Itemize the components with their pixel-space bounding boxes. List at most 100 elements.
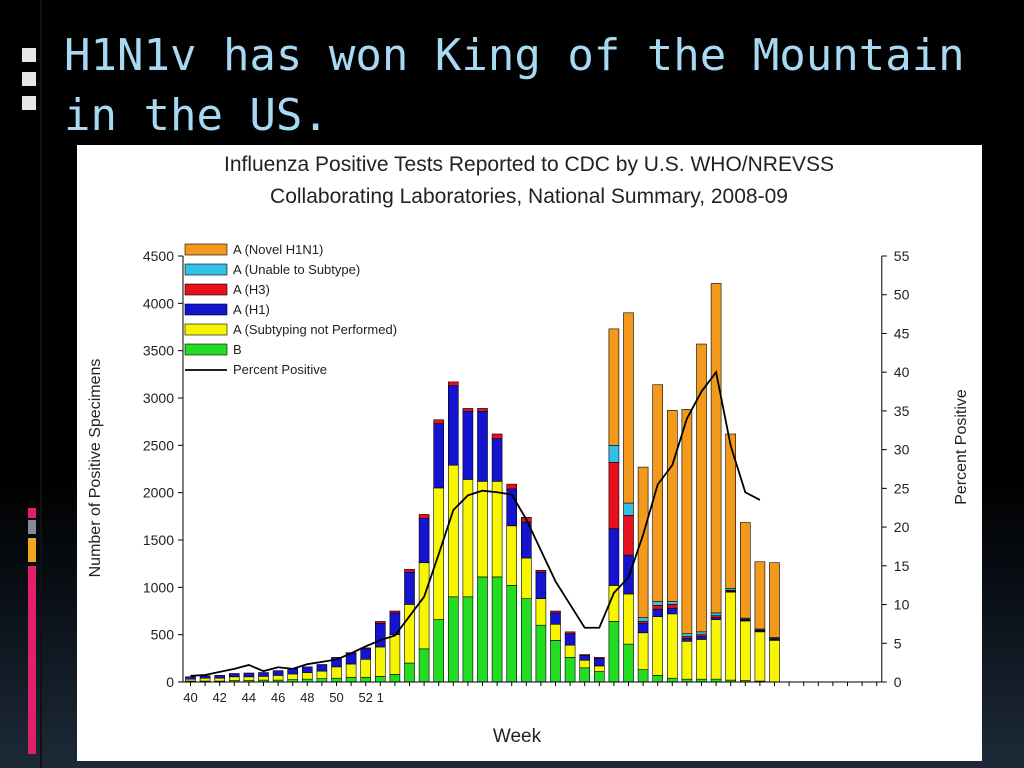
legend-swatch-novel_h1n1	[184, 243, 228, 256]
accent-bar-pink-long	[28, 566, 36, 754]
legend-swatch-b	[184, 343, 228, 356]
bar-h3-week-12	[535, 569, 547, 573]
bar-novel_h1n1-week-25	[725, 433, 737, 589]
bar-not_performed-week-23	[696, 639, 707, 680]
bar-unable-week-18	[623, 502, 634, 516]
bar-h1-week-16	[593, 658, 605, 667]
legend: A (Novel H1N1) A (Unable to Subtype) A (H3…	[184, 242, 397, 377]
bar-unable-week-23	[696, 631, 707, 635]
x-tick-label-46: 46	[271, 690, 285, 705]
bar-not_performed-week-51	[345, 663, 357, 678]
bar-h1-week-52	[360, 648, 372, 660]
bar-h3-week-18	[623, 515, 634, 556]
bar-not_performed-week-11	[520, 557, 532, 599]
legend-swatch-unable	[184, 263, 228, 276]
y2-tick-label-25: 25	[894, 480, 910, 496]
x-tick-label-40: 40	[183, 690, 197, 705]
bar-h1-week-9	[491, 438, 503, 482]
bar-h1-week-23	[696, 636, 707, 640]
bar-not_performed-week-1	[374, 646, 386, 677]
bar-not_performed-week-14	[564, 644, 576, 658]
bar-b-week-18	[623, 643, 634, 683]
y-tick-label-0: 0	[166, 674, 174, 690]
y-tick-label-2500: 2500	[143, 437, 174, 453]
y-tick-label-3000: 3000	[143, 390, 174, 406]
legend-swatch-h1	[184, 303, 228, 316]
bar-not_performed-week-41	[199, 677, 211, 682]
bar-not_performed-week-26	[739, 620, 751, 681]
bar-h1-week-19	[637, 623, 649, 634]
bar-b-week-4	[418, 648, 430, 683]
bar-b-week-6	[447, 596, 459, 683]
bar-not_performed-week-7	[462, 479, 474, 598]
x-axis-label: Week	[493, 726, 542, 747]
bar-h1-week-42	[214, 675, 225, 679]
bar-not_performed-week-15	[579, 659, 591, 669]
bar-h3-week-3	[404, 569, 415, 573]
y2-tick-label-5: 5	[894, 635, 902, 651]
y-tick-label-4000: 4000	[143, 295, 174, 311]
bar-not_performed-week-25	[725, 591, 737, 681]
bar-not_performed-week-10	[506, 525, 518, 586]
bar-not_performed-week-22	[681, 640, 693, 680]
bar-novel_h1n1-week-19	[637, 466, 649, 618]
bar-h1-week-49	[316, 664, 328, 672]
x-tick-label-48: 48	[300, 690, 314, 705]
bar-b-week-19	[637, 669, 649, 683]
accent-bar-pink-top	[28, 508, 36, 518]
legend-label-not_performed: A (Subtyping not Performed)	[233, 322, 397, 337]
bar-novel_h1n1-week-17	[608, 328, 620, 446]
accent-bar-grey	[28, 520, 36, 534]
bar-not_performed-week-45	[258, 676, 269, 681]
bar-novel_h1n1-week-18	[623, 312, 634, 504]
bar-b-week-5	[433, 619, 445, 683]
bar-h3-week-21	[666, 604, 678, 609]
y2-tick-label-10: 10	[894, 597, 910, 613]
bar-b-week-17	[608, 621, 620, 683]
bar-not_performed-week-4	[418, 562, 430, 650]
bar-not_performed-week-44	[243, 676, 255, 681]
bar-b-week-52	[360, 676, 372, 683]
bar-h1-week-18	[623, 554, 634, 595]
bar-unable-week-17	[608, 445, 620, 463]
y2-tick-label-20: 20	[894, 519, 910, 535]
bar-b-week-14	[564, 657, 576, 683]
bar-h1-week-48	[302, 666, 313, 673]
bar-novel_h1n1-week-28	[769, 562, 780, 638]
legend-swatch-not_performed	[184, 323, 228, 336]
y-axis-label: Number of Positive Specimens	[87, 359, 104, 578]
bar-not_performed-week-9	[491, 481, 503, 578]
bar-h1-week-46	[272, 670, 284, 676]
y2-tick-label-15: 15	[894, 558, 910, 574]
legend-label-b: B	[233, 342, 242, 357]
y2-tick-label-55: 55	[894, 248, 910, 264]
percent-positive-series	[190, 370, 761, 677]
bar-b-week-8	[477, 576, 488, 683]
bar-h3-week-7	[462, 408, 474, 412]
bar-not_performed-week-18	[623, 593, 634, 645]
legend-label-percent-positive: Percent Positive	[233, 362, 327, 377]
bar-not_performed-week-49	[316, 670, 328, 679]
bar-h3-week-4	[418, 514, 430, 519]
bar-h3-week-9	[491, 433, 503, 440]
y2-tick-label-0: 0	[894, 674, 902, 690]
bar-not_performed-week-24	[710, 619, 722, 680]
bar-h3-week-15	[579, 654, 591, 656]
bar-b-week-7	[462, 596, 474, 683]
bar-not_performed-week-21	[666, 613, 678, 679]
bar-not_performed-week-16	[593, 665, 605, 672]
legend-label-unable: A (Unable to Subtype)	[233, 262, 360, 277]
bar-unable-week-21	[666, 601, 678, 605]
bar-h3-week-10	[506, 483, 518, 490]
bar-h1-week-4	[418, 517, 430, 564]
slide-title: H1N1v has won King of the Mountain in th…	[64, 26, 1004, 146]
bar-b-week-20	[652, 675, 664, 683]
bar-b-week-15	[579, 667, 591, 683]
x-tick-label-1: 1	[377, 690, 384, 705]
bar-b-week-11	[520, 598, 532, 683]
accent-bar-white-mid	[22, 72, 36, 86]
legend-swatch-h3	[184, 283, 228, 296]
bar-b-week-21	[666, 677, 678, 683]
bar-h1-week-15	[579, 655, 591, 661]
bar-novel_h1n1-week-24	[710, 283, 722, 614]
